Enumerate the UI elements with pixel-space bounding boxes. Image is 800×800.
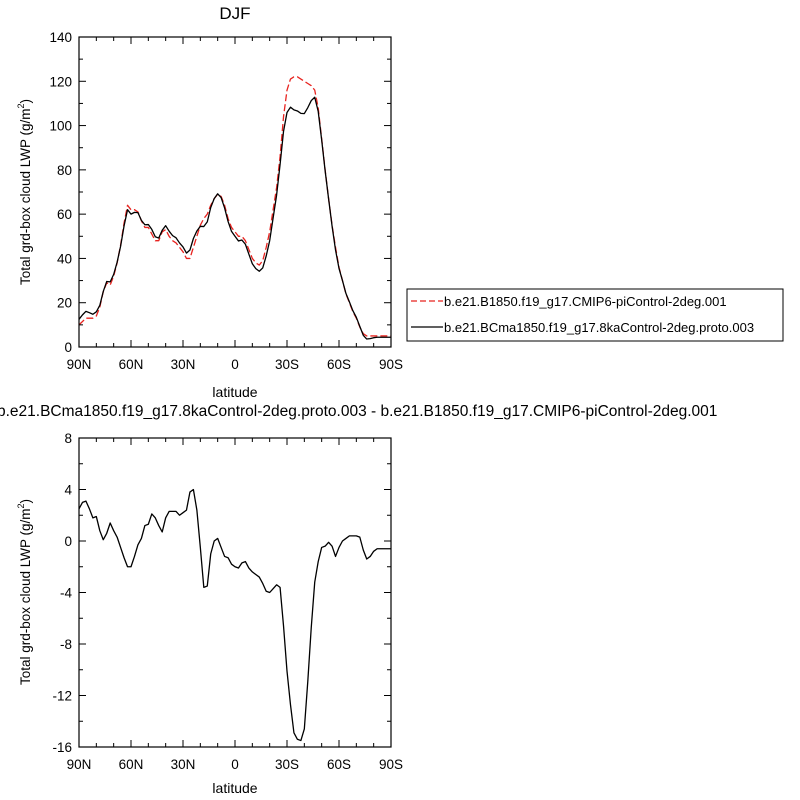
legend: b.e21.B1850.f19_g17.CMIP6-piControl-2deg… bbox=[406, 288, 784, 342]
y-tick-label: 8 bbox=[64, 431, 72, 446]
x-axis-label: latitude bbox=[212, 384, 257, 400]
x-tick-label: 30N bbox=[171, 757, 196, 772]
x-tick-label: 60N bbox=[119, 357, 144, 372]
x-tick-label: 60N bbox=[119, 757, 144, 772]
y-axis-label: Total grd-box cloud LWP (g/m2) bbox=[16, 499, 33, 685]
plot-area-top: 0 20 40 60 80 100 120 140 90N 60N 30N 0 30S 60S 90S bbox=[49, 30, 403, 372]
y-axis-label: Total grd-box cloud LWP (g/m2) bbox=[16, 99, 33, 285]
x-tick-label: 0 bbox=[231, 357, 239, 372]
x-tick-label: 90S bbox=[379, 357, 403, 372]
y-tick-label: 20 bbox=[57, 296, 72, 311]
y-tick-label: 0 bbox=[64, 534, 72, 549]
panel-bottom: b.e21.BCma1850.f19_g17.8kaControl-2deg.p… bbox=[0, 403, 717, 796]
series-line-1 bbox=[78, 96, 391, 340]
series-line-0 bbox=[78, 76, 391, 337]
y-tick-label: 100 bbox=[49, 119, 72, 134]
y-tick-label: 60 bbox=[57, 207, 72, 222]
y-tick-label: 120 bbox=[49, 74, 72, 89]
legend-box bbox=[406, 288, 784, 342]
plot-frame bbox=[78, 36, 392, 348]
x-axis-label: latitude bbox=[212, 780, 257, 796]
y-tick-label: -8 bbox=[60, 637, 72, 652]
legend-label-8ka: b.e21.BCma1850.f19_g17.8kaControl-2deg.p… bbox=[444, 320, 754, 335]
y-axis-label-superscript: 2 bbox=[16, 103, 26, 108]
y-tick-label: -16 bbox=[52, 740, 72, 755]
y-tick-label: 140 bbox=[49, 30, 72, 45]
y-axis-label-superscript: 2 bbox=[16, 503, 26, 508]
x-tick-label: 30N bbox=[171, 357, 196, 372]
x-tick-label: 60S bbox=[327, 757, 351, 772]
y-axis-label-end: ) bbox=[18, 499, 33, 504]
y-tick-label: -4 bbox=[60, 586, 72, 601]
y-axis-label-main: Total grd-box cloud LWP (g/m bbox=[18, 508, 33, 685]
plot-area-bottom: -16 -12 -8 -4 0 4 8 90N 60N 30N 0 30S 60S 90S bbox=[52, 431, 403, 772]
x-tick-label: 60S bbox=[327, 357, 351, 372]
difference-chart-title: b.e21.BCma1850.f19_g17.8kaControl-2deg.p… bbox=[0, 403, 717, 420]
chart-title: DJF bbox=[219, 4, 250, 23]
legend-label-piControl: b.e21.B1850.f19_g17.CMIP6-piControl-2deg… bbox=[444, 294, 727, 309]
x-tick-label: 90S bbox=[379, 757, 403, 772]
y-tick-label: 80 bbox=[57, 163, 72, 178]
y-tick-label: -12 bbox=[52, 689, 72, 704]
y-tick-label: 40 bbox=[57, 251, 72, 266]
x-tick-label: 30S bbox=[275, 357, 299, 372]
plot-frame bbox=[78, 437, 392, 748]
y-axis-label-end: ) bbox=[18, 99, 33, 104]
x-tick-label: 0 bbox=[231, 757, 239, 772]
series-line-0 bbox=[78, 488, 391, 742]
x-tick-label: 90N bbox=[67, 357, 92, 372]
y-tick-label: 4 bbox=[64, 483, 72, 498]
panel-top: DJF latitude Total grd-box cloud LWP (g/… bbox=[16, 4, 784, 400]
y-axis-label-main: Total grd-box cloud LWP (g/m bbox=[18, 108, 33, 285]
y-tick-label: 0 bbox=[64, 340, 72, 355]
x-tick-label: 30S bbox=[275, 757, 299, 772]
x-tick-label: 90N bbox=[67, 757, 92, 772]
